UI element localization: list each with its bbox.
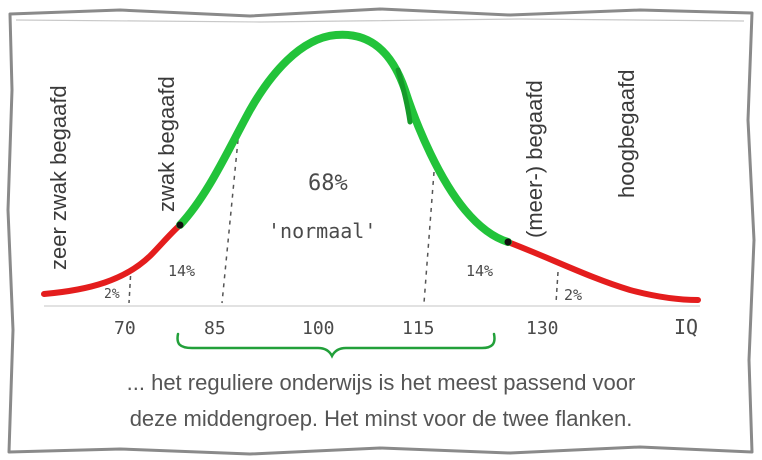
frame-border [6, 7, 756, 456]
annotation-14-percent-left: 14% [168, 262, 195, 280]
caption-line-2: deze middengroep. Het minst voor de twee… [129, 406, 633, 431]
sd-line-115 [423, 171, 435, 304]
tick-label-85: 85 [204, 318, 226, 339]
transition-dot-right [504, 238, 512, 246]
annotation-normaal: 'normaal' [268, 219, 376, 243]
label-zeer-zwak-begaafd: zeer zwak begaafd [46, 85, 71, 270]
curve-normal-range [176, 30, 512, 246]
curve-highlight [395, 67, 413, 125]
sd-line-85 [221, 139, 239, 304]
middle-group-brace [176, 332, 496, 359]
annotation-2-percent-left: 2% [104, 287, 120, 302]
curve-left-tail [41, 222, 183, 297]
transition-dot-left [176, 221, 184, 229]
curve-right-tail [505, 239, 701, 303]
label-hoogbegaafd: hoogbegaafd [614, 70, 639, 198]
tick-label-100: 100 [302, 318, 335, 339]
tick-label-115: 115 [402, 318, 435, 339]
sd-line-130 [555, 271, 559, 304]
sd-line-70 [128, 267, 132, 304]
frame-inner-line [15, 18, 745, 23]
caption-line-1: ... het reguliere onderwijs is het meest… [126, 370, 636, 395]
annotation-2-percent-right: 2% [564, 286, 582, 304]
tick-label-70: 70 [114, 318, 136, 339]
annotation-68-percent: 68% [308, 171, 348, 196]
label-zwak-begaafd: zwak begaafd [154, 76, 179, 212]
tick-label-130: 130 [526, 318, 559, 339]
label-meer-begaafd: (meer-) begaafd [522, 80, 547, 238]
axis-label-iq: IQ [674, 315, 698, 339]
annotation-14-percent-right: 14% [466, 262, 493, 280]
